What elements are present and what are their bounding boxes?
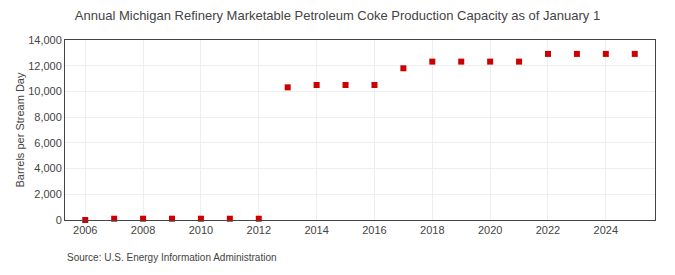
svg-text:2020: 2020 [478, 224, 502, 236]
svg-text:12,000: 12,000 [28, 60, 62, 72]
svg-text:2010: 2010 [189, 224, 213, 236]
svg-text:2,000: 2,000 [34, 188, 62, 200]
svg-text:10,000: 10,000 [28, 85, 62, 97]
svg-text:Annual Michigan Refinery Marke: Annual Michigan Refinery Marketable Petr… [75, 8, 600, 23]
svg-text:Source: U.S. Energy Informatio: Source: U.S. Energy Information Administ… [67, 252, 277, 263]
svg-text:6,000: 6,000 [34, 137, 62, 149]
svg-text:Barrels per Stream Day: Barrels per Stream Day [14, 72, 26, 187]
svg-text:0: 0 [56, 214, 62, 226]
svg-text:2012: 2012 [247, 224, 271, 236]
svg-text:2006: 2006 [73, 224, 97, 236]
svg-text:4,000: 4,000 [34, 162, 62, 174]
svg-text:2016: 2016 [362, 224, 386, 236]
svg-text:8,000: 8,000 [34, 111, 62, 123]
svg-text:2014: 2014 [304, 224, 328, 236]
svg-text:2024: 2024 [594, 224, 618, 236]
svg-text:2008: 2008 [131, 224, 155, 236]
svg-text:2022: 2022 [536, 224, 560, 236]
svg-text:14,000: 14,000 [28, 34, 62, 46]
svg-text:2018: 2018 [420, 224, 444, 236]
